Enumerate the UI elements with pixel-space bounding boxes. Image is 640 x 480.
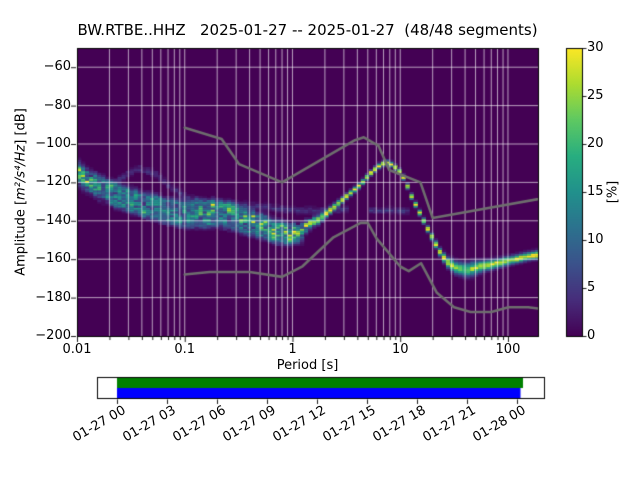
- colorbar-tick-label: 5: [587, 280, 596, 295]
- y-tick-label: −160: [35, 251, 71, 267]
- x-tick-label: 1: [288, 342, 297, 357]
- y-tick-label: −140: [35, 212, 71, 228]
- y-tick-label: −180: [35, 289, 71, 305]
- x-axis-label: Period [s]: [276, 358, 339, 373]
- colorbar-tick-label: 15: [587, 184, 604, 199]
- y-tick-label: −120: [35, 174, 71, 190]
- chart-title: BW.RTBE..HHZ 2025-01-27 -- 2025-01-27 (4…: [77, 21, 538, 39]
- colorbar-label: [%]: [605, 180, 621, 204]
- colorbar-tick-label: 25: [587, 88, 604, 103]
- colorbar-tick-label: 0: [587, 328, 596, 343]
- x-tick-label: 0.01: [62, 342, 92, 357]
- y-tick-label: −100: [35, 136, 71, 151]
- colorbar-tick-label: 10: [587, 232, 604, 247]
- y-tick-label: −80: [43, 97, 71, 113]
- x-tick-label: 0.1: [174, 342, 196, 357]
- y-tick-label: −200: [35, 328, 71, 343]
- x-tick-label: 10: [391, 342, 409, 357]
- colorbar-tick-label: 30: [587, 40, 604, 55]
- colorbar-tick-label: 20: [587, 136, 604, 151]
- x-tick-label: 100: [495, 342, 521, 357]
- y-tick-label: −60: [43, 59, 71, 75]
